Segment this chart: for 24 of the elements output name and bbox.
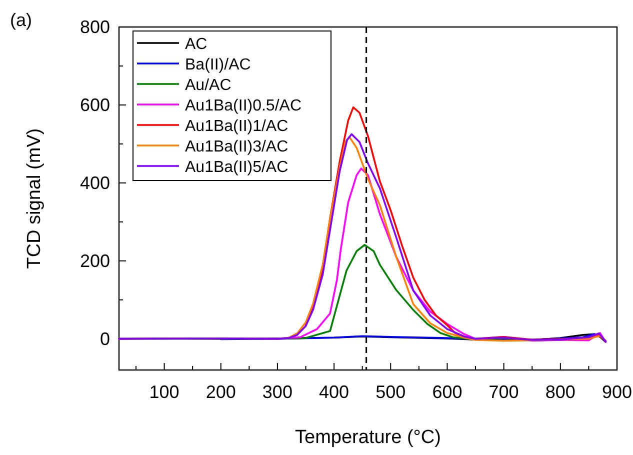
x-tick-label: 300 (262, 382, 292, 402)
text: (a) (10, 10, 32, 30)
legend-label: Au1Ba(II)3/AC (185, 138, 288, 156)
y-tick-label: 400 (80, 172, 110, 193)
x-tick-label: 200 (206, 382, 236, 402)
x-tick-label: 500 (376, 382, 406, 402)
x-tick-label: 100 (149, 382, 180, 402)
legend-label: Au/AC (185, 77, 232, 94)
x-tick-label: 800 (545, 382, 576, 402)
y-axis-title: TCD signal (mV) (24, 128, 45, 269)
legend-label: Ba(II)/AC (185, 56, 251, 74)
x-tick-label: 900 (602, 382, 632, 402)
legend-label: AC (185, 36, 208, 53)
y-tick-label: 600 (80, 94, 110, 115)
x-tick-label: 400 (319, 382, 350, 402)
y-tick-label: 0 (100, 328, 110, 349)
y-tick-label: 800 (80, 17, 110, 37)
legend-label: Au1Ba(II)1/AC (185, 118, 288, 135)
x-tick-label: 600 (432, 382, 462, 402)
y-tick-label: 200 (80, 250, 110, 271)
legend-label: Au1Ba(II)0.5/AC (185, 98, 302, 114)
x-tick-label: 700 (488, 382, 519, 402)
x-axis-title: Temperature (°C) (295, 427, 441, 448)
legend-label: Au1Ba(II)5/AC (185, 159, 288, 176)
